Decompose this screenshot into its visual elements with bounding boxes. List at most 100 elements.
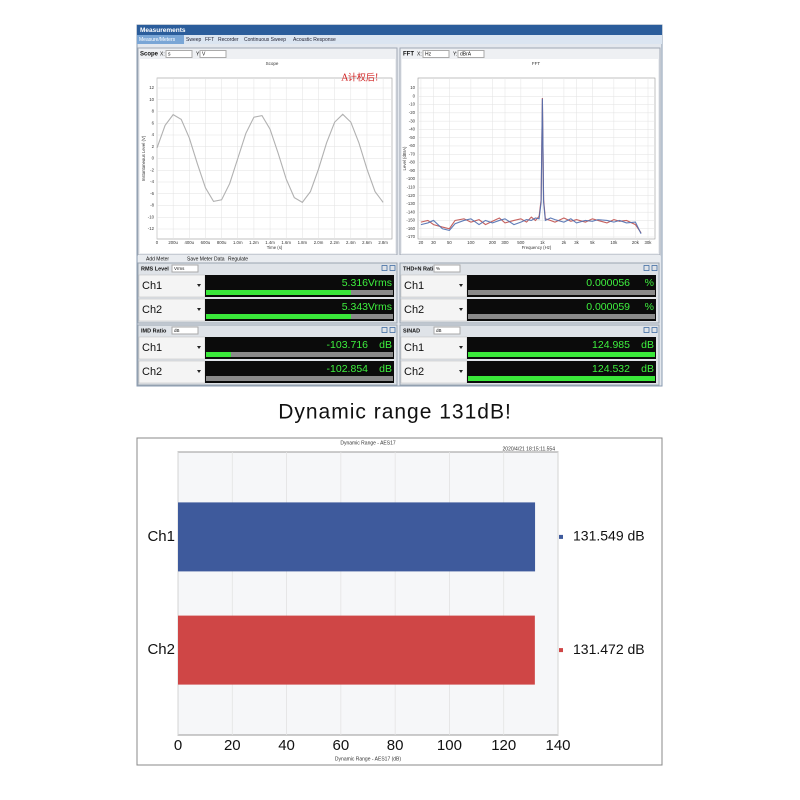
tab-bar: [137, 35, 662, 44]
panel-title: FFT: [403, 52, 414, 58]
y-tick-label: -2: [150, 167, 154, 172]
y-tick-label: -170: [406, 234, 415, 239]
x-tick-label: 1.8m: [298, 240, 308, 245]
dropdown-arrow: [459, 346, 463, 349]
x-tick-label: 100: [437, 737, 462, 754]
y-tick-label: -130: [406, 201, 415, 206]
bar: [178, 615, 535, 685]
close-icon: [651, 265, 658, 271]
unit-select-text: dB: [436, 328, 442, 333]
meter-bar-fill: [468, 352, 655, 357]
meter-title: SINAD: [403, 328, 420, 334]
meter-bar-track: [468, 314, 655, 319]
y-unit: V: [202, 51, 206, 57]
tab[interactable]: Continuous Sweep: [244, 37, 286, 43]
meter-unit: Vrms: [368, 301, 392, 313]
y-axis-label: Level (dBrA): [402, 146, 407, 170]
chart-title: Dynamic Range - AES17: [340, 440, 396, 446]
channel-name: Ch2: [404, 304, 424, 316]
meter-bar-track: [206, 376, 393, 381]
data-line: [420, 98, 642, 234]
y-unit: dBrA: [460, 51, 472, 57]
y-tick-label: -140: [406, 209, 415, 214]
x-tick-label: 2.6m: [362, 240, 372, 245]
meter-unit: dB: [379, 363, 392, 375]
y-unit-select[interactable]: [199, 50, 227, 58]
x-tick-label: 200: [489, 240, 497, 245]
y-axis-label: Instantaneous Level (V): [141, 135, 146, 181]
channel-name: Ch2: [142, 304, 162, 316]
meter-title: IMD Ratio: [141, 328, 167, 334]
window-icon: [381, 327, 388, 333]
meter-value: -102.854: [327, 363, 369, 375]
meter-bar-fill: [206, 314, 351, 319]
meter-value: 5.343: [342, 301, 368, 313]
y-tick-label: -90: [409, 168, 416, 173]
value-label: 131.549 dB: [573, 528, 645, 544]
value-marker: [559, 534, 563, 539]
x-tick-label: 400u: [185, 240, 195, 245]
x-tick-label: 40: [278, 737, 295, 754]
x-tick-label: 5k: [590, 240, 595, 245]
y-tick-label: 4: [152, 132, 155, 137]
dropdown-arrow: [459, 284, 463, 287]
y-tick-label: -30: [409, 118, 416, 123]
x-tick-label: 10k: [610, 240, 618, 245]
unit-select[interactable]: [433, 264, 461, 273]
toolbar: [138, 255, 660, 263]
meter-unit: dB: [379, 339, 392, 351]
meter-unit: %: [645, 301, 654, 313]
meter-value: 124.985: [592, 339, 630, 351]
y-tick-label: -60: [409, 143, 416, 148]
x-tick-label: 20: [224, 737, 241, 754]
unit-select[interactable]: [433, 326, 461, 335]
x-tick-label: 120: [491, 737, 516, 754]
x-tick-label: 50: [447, 240, 452, 245]
toolbar-button[interactable]: Regulate: [228, 256, 248, 262]
x-unit-select[interactable]: [422, 50, 450, 58]
x-axis-label: Time (s): [267, 245, 283, 250]
unit-select[interactable]: [171, 264, 199, 273]
bar: [178, 502, 536, 572]
x-tick-label: 30k: [645, 240, 653, 245]
tab[interactable]: Acoustic Response: [293, 37, 336, 43]
y-tick-label: 12: [149, 85, 154, 90]
close-icon: [389, 327, 396, 333]
meter-value: 0.000059: [586, 301, 630, 313]
caption: Dynamic range 131dB!: [278, 401, 512, 424]
category-label: Ch2: [147, 641, 175, 658]
tab[interactable]: Sweep: [186, 37, 202, 43]
x-unit: Hz: [425, 51, 432, 57]
y-tick-label: -20: [409, 110, 416, 115]
x-tick-label: 80: [387, 737, 404, 754]
x-tick-label: 1.4m: [265, 240, 275, 245]
y-tick-label: -100: [406, 176, 415, 181]
meter-value: 5.316: [342, 277, 368, 289]
window-icon: [381, 265, 388, 271]
unit-select[interactable]: [171, 326, 199, 335]
meter-bar-fill: [206, 352, 231, 357]
window-title: Measurements: [140, 27, 186, 34]
toolbar-button[interactable]: Save Meter Data: [187, 256, 225, 262]
unit-select-text: Vrms: [174, 266, 185, 271]
x-unit-label: X:: [417, 51, 422, 57]
x-tick-label: 0: [174, 737, 182, 754]
channel-name: Ch1: [404, 342, 424, 354]
window-icon: [643, 265, 650, 271]
tab[interactable]: FFT: [205, 37, 214, 43]
meter-unit: %: [645, 277, 654, 289]
x-tick-label: 20: [419, 240, 424, 245]
y-tick-label: -150: [406, 218, 415, 223]
x-axis-label: Dynamic Range - AES17 (dB): [335, 756, 401, 762]
toolbar-button[interactable]: Add Meter: [146, 256, 169, 262]
chart-subtitle: 2020/4/21 18:15:11.554: [503, 446, 556, 452]
y-tick-label: -160: [406, 226, 415, 231]
dropdown-arrow: [197, 308, 201, 311]
meter-value: 0.000056: [586, 277, 630, 289]
y-unit-select[interactable]: [457, 50, 485, 58]
tab[interactable]: Recorder: [218, 37, 239, 43]
tab[interactable]: Measure/Meters: [139, 37, 176, 43]
x-unit-select[interactable]: [165, 50, 193, 58]
meter-title: THD+N Ratio: [403, 266, 437, 272]
